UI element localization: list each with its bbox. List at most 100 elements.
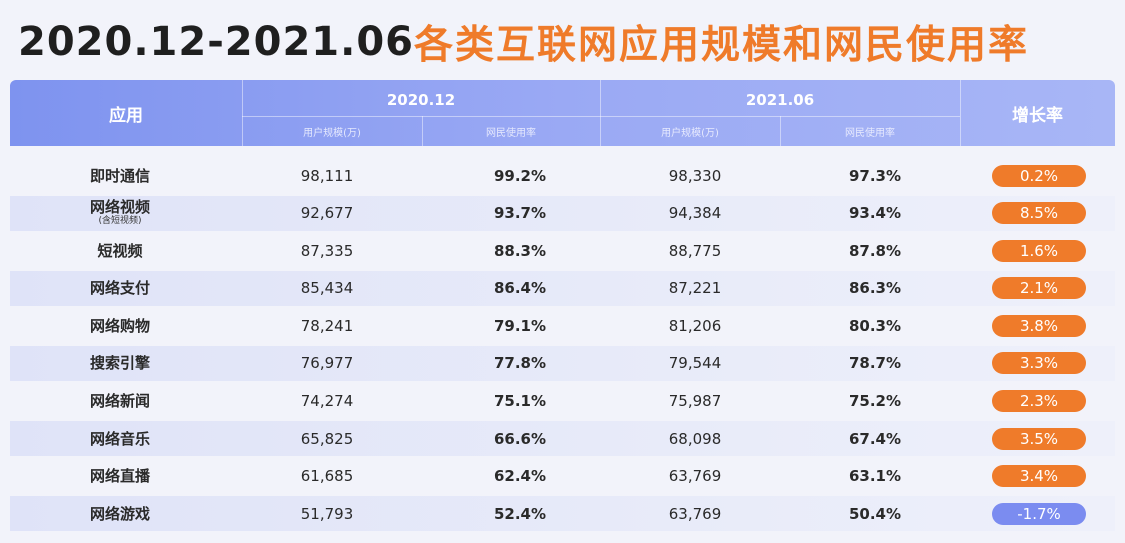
growth-badge: 3.5% [992, 427, 1086, 450]
app-name: 短视频 [40, 243, 200, 259]
users-2021: 88,775 [668, 241, 722, 260]
users-2021: 94,384 [668, 204, 722, 223]
app-label: 网络直播 [89, 467, 150, 486]
header-growth: 增长率 [1012, 105, 1063, 126]
rate-2021: 87.8% [848, 241, 902, 260]
table-header: 应用 2020.12 2021.06 增长率 用户规模(万) 网民使用率 用户规… [10, 80, 1115, 146]
app-name: 网络直播 [40, 468, 200, 484]
app-label: 搜索引擎 [89, 354, 150, 373]
rate-2021: 75.2% [848, 392, 902, 411]
rate-2021: 97.3% [848, 166, 902, 185]
users-2021: 63,769 [668, 467, 722, 486]
users-2021: 87,221 [668, 279, 722, 298]
users-2020: 78,241 [300, 316, 354, 335]
rate-2020: 66.6% [493, 429, 547, 448]
app-label: 网络购物 [89, 316, 150, 335]
growth-cell: 1.6% [991, 239, 1087, 262]
app-name: 网络音乐 [40, 431, 200, 447]
growth-cell: 2.1% [991, 277, 1087, 300]
rate-2020: 52.4% [493, 504, 547, 523]
app-name: 网络游戏 [40, 506, 200, 522]
table-row: 搜索引擎 76,977 77.8% 79,544 78.7% 3.3% [10, 345, 1115, 381]
table-row: 短视频 87,335 88.3% 88,775 87.8% 1.6% [10, 233, 1115, 268]
app-label: 网络视频 [89, 198, 150, 217]
table-row: 网络音乐 65,825 66.6% 68,098 67.4% 3.5% [10, 421, 1115, 457]
app-name: 即时通信 [40, 168, 200, 184]
growth-badge: 2.3% [992, 390, 1086, 413]
users-2020: 92,677 [300, 204, 354, 223]
users-2020: 87,335 [300, 241, 354, 260]
growth-cell: 3.3% [991, 352, 1087, 375]
rate-2020: 62.4% [493, 467, 547, 486]
header-period-2020: 2020.12 [386, 91, 456, 109]
rate-2020: 93.7% [493, 204, 547, 223]
users-2020: 51,793 [300, 504, 354, 523]
growth-badge: -1.7% [992, 502, 1086, 525]
users-2021: 63,769 [668, 504, 722, 523]
growth-badge: 3.8% [992, 314, 1086, 337]
header-rate-2020: 网民使用率 [486, 127, 536, 139]
users-2021: 68,098 [668, 429, 722, 448]
growth-cell: 3.4% [991, 465, 1087, 488]
app-label: 短视频 [97, 241, 143, 260]
growth-cell: 0.2% [991, 164, 1087, 187]
app-label: 网络音乐 [89, 429, 150, 448]
growth-badge: 2.1% [992, 277, 1086, 300]
app-label: 网络支付 [89, 279, 150, 298]
users-2020: 98,111 [300, 166, 354, 185]
table-row: 网络新闻 74,274 75.1% 75,987 75.2% 2.3% [10, 384, 1115, 419]
table-row: 网络购物 78,241 79.1% 81,206 80.3% 3.8% [10, 308, 1115, 343]
users-2020: 61,685 [300, 467, 354, 486]
app-name: 网络视频 (含短视频) [40, 199, 200, 227]
app-name: 搜索引擎 [40, 355, 200, 371]
app-name: 网络支付 [40, 280, 200, 296]
growth-badge: 8.5% [992, 202, 1086, 225]
rate-2021: 80.3% [848, 316, 902, 335]
growth-badge: 1.6% [992, 239, 1086, 262]
rate-2021: 63.1% [848, 467, 902, 486]
users-2021: 75,987 [668, 392, 722, 411]
rate-2020: 86.4% [493, 279, 547, 298]
header-period-2021: 2021.06 [745, 91, 815, 109]
app-label: 网络新闻 [89, 392, 150, 411]
users-2021: 98,330 [668, 166, 722, 185]
page-title: 2020.12-2021.06 各类互联网应用规模和网民使用率 [18, 14, 1029, 70]
rate-2020: 75.1% [493, 392, 547, 411]
rate-2020: 79.1% [493, 316, 547, 335]
rate-2020: 99.2% [493, 166, 547, 185]
rate-2021: 86.3% [848, 279, 902, 298]
users-2020: 76,977 [300, 354, 354, 373]
title-text: 各类互联网应用规模和网民使用率 [413, 23, 1029, 68]
growth-badge: 0.2% [992, 164, 1086, 187]
users-2020: 74,274 [300, 392, 354, 411]
rate-2021: 67.4% [848, 429, 902, 448]
rate-2021: 93.4% [848, 204, 902, 223]
growth-cell: 2.3% [991, 390, 1087, 413]
users-2021: 81,206 [668, 316, 722, 335]
app-name: 网络新闻 [40, 393, 200, 409]
header-app: 应用 [109, 105, 143, 126]
growth-cell: 3.5% [991, 427, 1087, 450]
title-date-range: 2020.12-2021.06 [18, 19, 414, 65]
growth-cell: 8.5% [991, 202, 1087, 225]
app-note: (含短视频) [98, 216, 142, 227]
table-row: 网络游戏 51,793 52.4% 63,769 50.4% -1.7% [10, 496, 1115, 532]
rate-2021: 50.4% [848, 504, 902, 523]
app-name: 网络购物 [40, 318, 200, 334]
users-2021: 79,544 [668, 354, 722, 373]
table-row: 网络直播 61,685 62.4% 63,769 63.1% 3.4% [10, 459, 1115, 494]
rate-2020: 77.8% [493, 354, 547, 373]
app-label: 即时通信 [89, 166, 150, 185]
table-body: 即时通信 98,111 99.2% 98,330 97.3% 0.2% 网络视频… [10, 158, 1115, 532]
growth-cell: 3.8% [991, 314, 1087, 337]
usage-table: 应用 2020.12 2021.06 增长率 用户规模(万) 网民使用率 用户规… [10, 80, 1115, 532]
growth-cell: -1.7% [991, 502, 1087, 525]
table-row: 即时通信 98,111 99.2% 98,330 97.3% 0.2% [10, 158, 1115, 193]
table-row: 网络视频 (含短视频) 92,677 93.7% 94,384 93.4% 8.… [10, 195, 1115, 231]
header-rate-2021: 网民使用率 [845, 127, 895, 139]
users-2020: 65,825 [300, 429, 354, 448]
header-users-2020: 用户规模(万) [303, 127, 361, 139]
rate-2020: 88.3% [493, 241, 547, 260]
growth-badge: 3.3% [992, 352, 1086, 375]
table-row: 网络支付 85,434 86.4% 87,221 86.3% 2.1% [10, 270, 1115, 306]
